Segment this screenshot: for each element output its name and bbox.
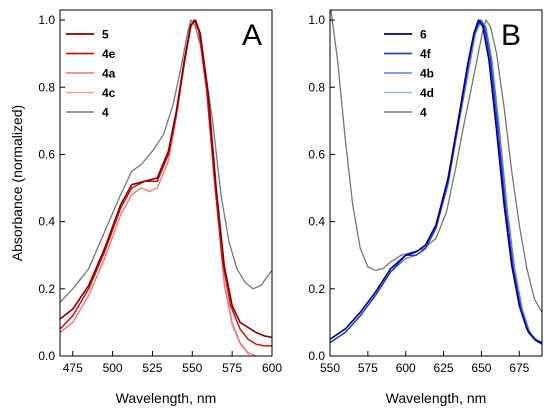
panel-b-series-2-line [330,19,542,344]
panel-b-y-tick-label: 1.0 [308,13,325,27]
panel-a-ticks: 475 500 525 550 575 600 0.0 0.2 0.4 0.6 0.8 1.0 [38,13,282,375]
panel-b-legend-label: 4f [420,47,432,61]
panel-b-x-tick-label: 550 [320,361,340,375]
panel-b-legend-label: 4 [420,106,427,120]
panel-b-y-tick-label: 0.4 [308,215,325,229]
panel-a-y-tick-label: 0.6 [38,147,55,161]
panel-b-plot-frame [329,9,543,357]
panel-a-curves [60,19,272,356]
panel-a-series-0-line [60,19,272,339]
panel-a-x-tick-label: 525 [142,361,162,375]
panel-b-legend-label: 4b [420,67,434,81]
panel-b-x-axis-title: Wavelength, nm [386,390,487,406]
panel-b-x-tick-label: 675 [509,361,529,375]
panel-b-y-tick-label: 0.6 [308,147,325,161]
panel-b-curves [330,10,542,345]
panel-a-legend-label: 4c [102,86,116,100]
panel-b: 550 575 600 625 650 675 0.0 0.2 0.4 0.6 0.8 1.0 6 4f… [308,9,543,406]
panel-b-x-tick-label: 600 [396,361,416,375]
panel-a-x-tick-label: 550 [182,361,202,375]
panel-b-x-tick-label: 625 [434,361,454,375]
panel-a-x-tick-label: 500 [103,361,123,375]
panel-b-label: B [501,19,521,52]
panel-b-x-tick-label: 650 [471,361,491,375]
panel-a-legend-label: 4a [102,67,116,81]
panel-a-series-4-line [60,19,272,303]
panel-b-series-3-line [330,19,542,344]
panel-a-series-3-line [60,19,251,356]
panel-a-x-tick-label: 600 [262,361,282,375]
panel-b-series-0-line [330,19,542,344]
panel-b-y-tick-label: 0.2 [308,282,325,296]
panel-b-y-tick-label: 0.0 [308,349,325,363]
panel-b-ticks: 550 575 600 625 650 675 0.0 0.2 0.4 0.6 0.8 1.0 [308,13,529,375]
panel-a-y-tick-label: 0.8 [38,80,55,94]
panel-b-series-4-line [330,10,542,313]
panel-b-y-tick-label: 0.8 [308,80,325,94]
panel-a-x-tick-label: 575 [222,361,242,375]
panel-b-x-tick-label: 575 [358,361,378,375]
panel-a-series-1-line [60,19,272,347]
panel-b-legend: 6 4f 4b 4d 4 [384,28,434,120]
panel-b-legend-label: 4d [420,86,434,100]
panel-a-y-tick-label: 0.0 [38,349,55,363]
panel-a-y-tick-label: 0.4 [38,215,55,229]
panel-a-x-tick-label: 475 [63,361,83,375]
panel-a-legend-label: 4e [102,47,116,61]
panel-a-legend-label: 4 [102,106,109,120]
panel-a-y-tick-label: 1.0 [38,13,55,27]
panel-b-legend-label: 6 [420,28,427,42]
panel-a-plot-frame [59,9,273,357]
panel-a-legend: 5 4e 4a 4c 4 [66,28,116,120]
panel-a-series-2-line [60,19,257,356]
panel-a-y-axis-title: Absorbance (normalized) [9,105,25,261]
panel-a-legend-label: 5 [102,28,109,42]
panel-b-series-1-line [330,19,542,345]
panel-a-y-tick-label: 0.2 [38,282,55,296]
panel-a-label: A [242,19,262,52]
panel-a-x-axis-title: Wavelength, nm [116,390,217,406]
panel-a: 475 500 525 550 575 600 0.0 0.2 0.4 0.6 0.8 1.0 5 4e… [9,9,282,406]
